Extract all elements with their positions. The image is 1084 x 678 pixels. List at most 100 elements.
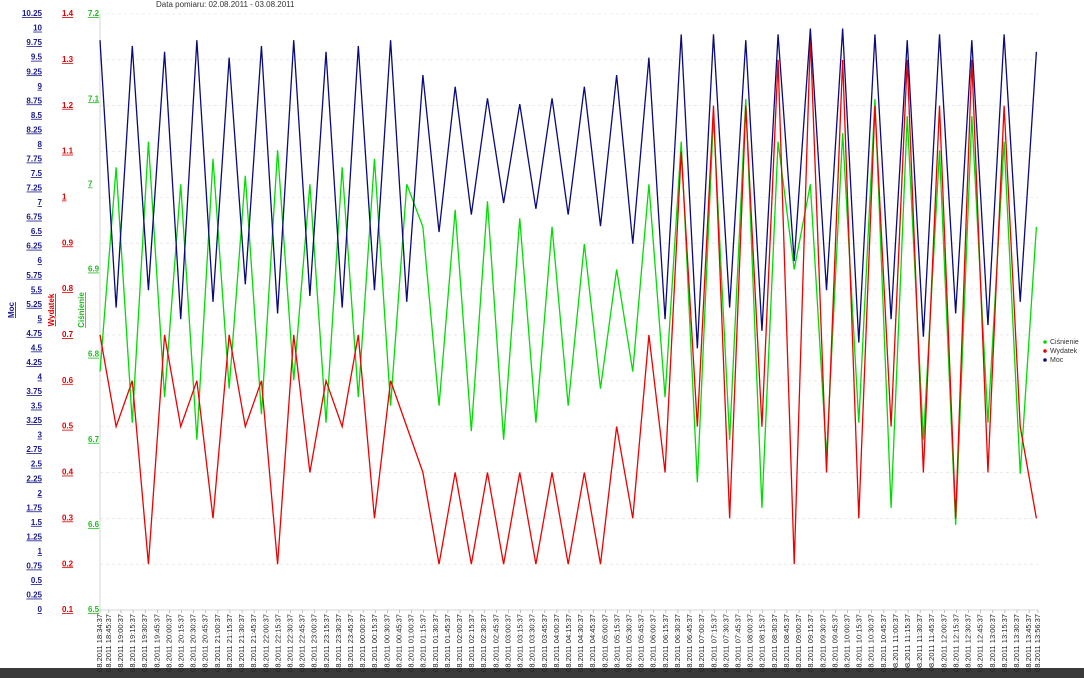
y-tick-label: 10	[33, 24, 42, 33]
y-tick-label: 8.25	[26, 125, 42, 134]
y-tick-label: 0.7	[62, 330, 74, 339]
x-tick-label: 08.2011 20:45:37	[201, 614, 210, 672]
x-tick-label: 08.2011 05:15:37	[612, 614, 621, 672]
x-tick-label: 08.2011 23:00:37	[310, 614, 319, 672]
x-tick-label: 08.2011 12:30:37	[964, 614, 973, 672]
x-tick-label: 08.2011 06:15:37	[661, 614, 670, 672]
y-tick-label: 4	[38, 373, 43, 382]
y-tick-label: 9	[38, 82, 43, 91]
y-tick-label: 7	[38, 198, 43, 207]
y-tick-label: 2.75	[26, 445, 42, 454]
y-tick-label: 0.4	[62, 468, 74, 477]
y-tick-label: 1	[62, 192, 67, 201]
y-tick-label: 0.5	[31, 576, 43, 585]
y-tick-label: 0	[38, 605, 43, 614]
x-tick-label: 08.2011 19:00:37	[116, 614, 125, 672]
y-tick-label: 7.25	[26, 184, 42, 193]
x-tick-label: 08.2011 00:45:37	[394, 614, 403, 672]
y-tick-label: 0.1	[62, 605, 74, 614]
x-tick-label: 08.2011 13:56:37	[1033, 614, 1042, 672]
x-tick-label: 08.2011 06:00:37	[649, 614, 658, 672]
series-line	[99, 36, 1038, 565]
x-tick-label: 08.2011 05:30:37	[625, 614, 634, 672]
y-tick-label: 7.5	[31, 169, 43, 178]
x-tick-label: 08.2011 19:45:37	[152, 614, 161, 672]
x-tick-label: 08.2011 04:00:37	[552, 614, 561, 672]
x-tick-label: 08.2011 03:45:37	[540, 614, 549, 672]
y-tick-label: 2	[38, 489, 43, 498]
x-tick-label: 08.2011 02:30:37	[479, 614, 488, 672]
x-tick-label: 08.2011 07:15:37	[709, 614, 718, 672]
y-tick-label: 9.5	[31, 53, 43, 62]
x-tick-label: 08.2011 21:15:37	[225, 614, 234, 672]
x-tick-label: 08.2011 09:45:37	[830, 614, 839, 672]
y-tick-label: 0.25	[26, 591, 42, 600]
x-tick-label: 08.2011 08:45:37	[782, 614, 791, 672]
x-tick-label: 08.2011 22:30:37	[285, 614, 294, 672]
y-tick-label: 9.25	[26, 67, 42, 76]
y-tick-label: 7.75	[26, 154, 42, 163]
y-tick-label: 6.7	[88, 435, 100, 444]
x-tick-label: 08.2011 12:00:37	[939, 614, 948, 672]
x-tick-label: 08.2011 00:15:37	[370, 614, 379, 672]
x-tick-label: 08.2011 23:45:37	[346, 614, 355, 672]
x-tick-label: 08.2011 13:45:37	[1024, 614, 1033, 672]
y-axis-title: Wydatek	[47, 293, 56, 326]
x-tick-label: 08.2011 19:30:37	[140, 614, 149, 672]
x-tick-label: 08.2011 19:15:37	[128, 614, 137, 672]
y-tick-label: 9.75	[26, 38, 42, 47]
y-tick-label: 1.25	[26, 532, 42, 541]
legend-label: Moc	[1050, 357, 1064, 364]
y-tick-label: 5	[38, 314, 43, 323]
x-tick-label: 08.2011 10:30:37	[867, 614, 876, 672]
x-tick-label: 08.2011 07:30:37	[721, 614, 730, 672]
legend-marker	[1043, 340, 1047, 344]
y-tick-label: 0.9	[62, 238, 74, 247]
y-tick-label: 10.25	[22, 9, 43, 18]
y-tick-label: 4.75	[26, 329, 42, 338]
x-tick-label: 08.2011 01:15:37	[419, 614, 428, 672]
y-tick-label: 6.5	[88, 605, 100, 614]
y-axis-title: Ciśnienie	[77, 292, 86, 328]
y-tick-label: 5.25	[26, 300, 42, 309]
x-tick-label: 08.2011 22:45:37	[298, 614, 307, 672]
legend-label: Wydatek	[1050, 348, 1078, 355]
x-tick-label: 08.2011 22:00:37	[261, 614, 270, 672]
x-tick-label: 08.2011 07:45:37	[734, 614, 743, 672]
x-tick-label: 08.2011 11:45:37	[927, 614, 936, 671]
x-tick-label: 08.2011 02:00:37	[455, 614, 464, 672]
x-tick-label: 08.2011 04:15:37	[564, 614, 573, 672]
x-tick-label: 08.2011 23:15:37	[322, 614, 331, 672]
x-tick-label: 08.2011 18:34:37	[95, 614, 104, 672]
y-tick-label: 6.8	[88, 350, 100, 359]
y-tick-label: 0.5	[62, 422, 74, 431]
x-tick-label: 08.2011 21:45:37	[249, 614, 258, 672]
x-tick-label: 08.2011 09:15:37	[806, 614, 815, 672]
x-tick-label: 08.2011 21:30:37	[237, 614, 246, 672]
x-tick-label: 08.2011 11:30:37	[915, 614, 924, 671]
series-line	[99, 99, 1038, 525]
x-tick-label: 08.2011 13:15:37	[1000, 614, 1009, 672]
chart-subtitle: Data pomiaru: 02.08.2011 - 03.08.2011	[156, 0, 295, 9]
x-tick-label: 08.2011 03:00:37	[503, 614, 512, 672]
y-tick-label: 3	[38, 431, 43, 440]
y-tick-label: 6.5	[31, 227, 43, 236]
series-line	[99, 28, 1038, 349]
x-tick-label: 08.2011 13:30:37	[1012, 614, 1021, 672]
x-tick-label: 08.2011 09:00:37	[794, 614, 803, 672]
x-tick-label: 08.2011 09:30:37	[818, 614, 827, 672]
y-tick-label: 7.1	[88, 94, 100, 103]
y-tick-label: 3.5	[31, 402, 43, 411]
y-tick-label: 7	[88, 179, 93, 188]
x-tick-label: 08.2011 06:30:37	[673, 614, 682, 672]
x-tick-label: 08.2011 01:45:37	[443, 614, 452, 672]
y-tick-label: 6	[38, 256, 43, 265]
x-tick-label: 08.2011 04:30:37	[576, 614, 585, 672]
x-tick-label: 08.2011 20:15:37	[177, 614, 186, 672]
y-tick-label: 8.75	[26, 96, 42, 105]
x-tick-label: 08.2011 03:15:37	[516, 614, 525, 672]
y-tick-label: 4.25	[26, 358, 42, 367]
y-tick-label: 5.75	[26, 271, 42, 280]
